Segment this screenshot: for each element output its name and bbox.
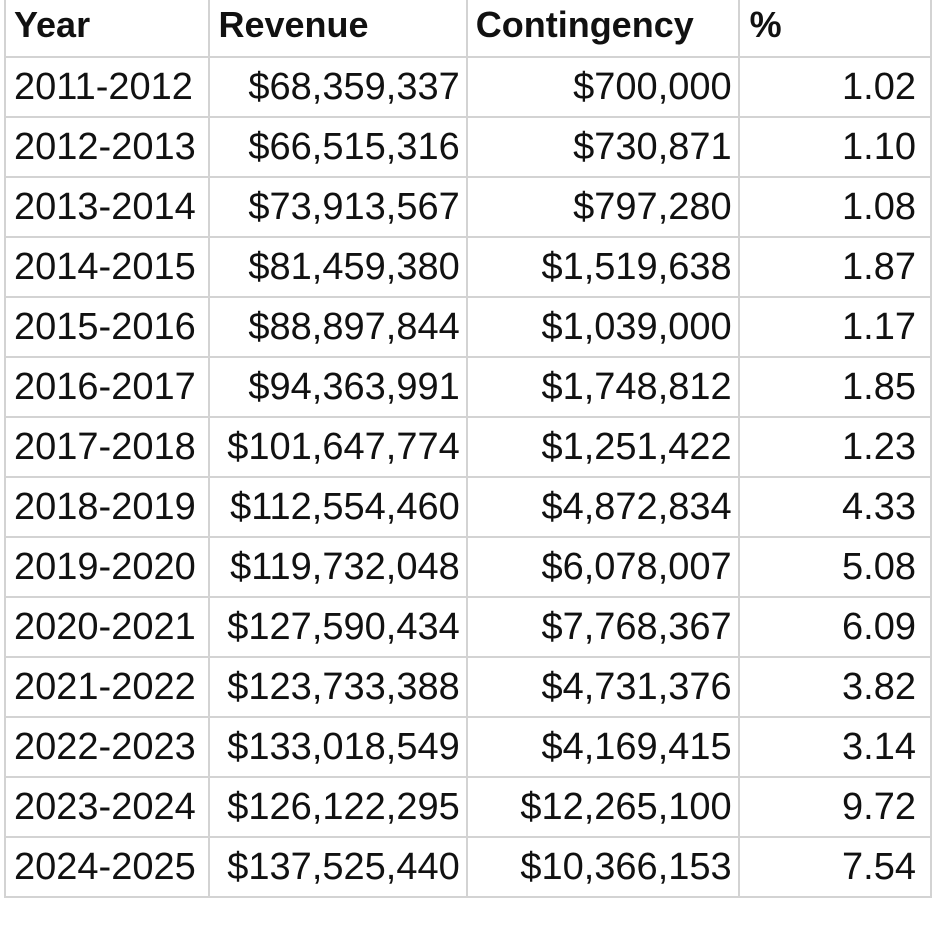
revenue-contingency-table: Year Revenue Contingency % 2011-2012 $68,… <box>3 0 932 898</box>
cell-year[interactable]: 2023-2024 <box>3 776 211 838</box>
table-row: 2024-2025 $137,525,440 $10,366,153 7.54 <box>3 836 932 898</box>
table-row: 2011-2012 $68,359,337 $700,000 1.02 <box>3 56 932 118</box>
header-contingency[interactable]: Contingency <box>465 0 740 58</box>
cell-contingency[interactable]: $1,039,000 <box>465 296 740 358</box>
cell-contingency[interactable]: $4,169,415 <box>465 716 740 778</box>
cell-contingency[interactable]: $4,731,376 <box>465 656 740 718</box>
cell-revenue[interactable]: $137,525,440 <box>208 836 468 898</box>
header-year[interactable]: Year <box>3 0 211 58</box>
table-row: 2013-2014 $73,913,567 $797,280 1.08 <box>3 176 932 238</box>
cell-percent[interactable]: 3.82 <box>737 656 932 718</box>
table-row: 2018-2019 $112,554,460 $4,872,834 4.33 <box>3 476 932 538</box>
cell-year[interactable]: 2015-2016 <box>3 296 211 358</box>
cell-percent[interactable]: 1.23 <box>737 416 932 478</box>
cell-year[interactable]: 2011-2012 <box>3 56 211 118</box>
cell-percent[interactable]: 1.02 <box>737 56 932 118</box>
cell-percent[interactable]: 1.17 <box>737 296 932 358</box>
cell-contingency[interactable]: $4,872,834 <box>465 476 740 538</box>
cell-revenue[interactable]: $66,515,316 <box>208 116 468 178</box>
cell-revenue[interactable]: $73,913,567 <box>208 176 468 238</box>
header-revenue[interactable]: Revenue <box>208 0 468 58</box>
table-row: 2022-2023 $133,018,549 $4,169,415 3.14 <box>3 716 932 778</box>
cell-percent[interactable]: 5.08 <box>737 536 932 598</box>
cell-year[interactable]: 2019-2020 <box>3 536 211 598</box>
cell-revenue[interactable]: $127,590,434 <box>208 596 468 658</box>
table-row: 2012-2013 $66,515,316 $730,871 1.10 <box>3 116 932 178</box>
cell-revenue[interactable]: $101,647,774 <box>208 416 468 478</box>
cell-year[interactable]: 2018-2019 <box>3 476 211 538</box>
cell-year[interactable]: 2012-2013 <box>3 116 211 178</box>
cell-revenue[interactable]: $88,897,844 <box>208 296 468 358</box>
cell-year[interactable]: 2017-2018 <box>3 416 211 478</box>
table-row: 2019-2020 $119,732,048 $6,078,007 5.08 <box>3 536 932 598</box>
cell-percent[interactable]: 9.72 <box>737 776 932 838</box>
cell-contingency[interactable]: $10,366,153 <box>465 836 740 898</box>
cell-revenue[interactable]: $119,732,048 <box>208 536 468 598</box>
cell-percent[interactable]: 6.09 <box>737 596 932 658</box>
cell-contingency[interactable]: $1,519,638 <box>465 236 740 298</box>
cell-contingency[interactable]: $6,078,007 <box>465 536 740 598</box>
header-row: Year Revenue Contingency % <box>3 0 932 58</box>
cell-contingency[interactable]: $700,000 <box>465 56 740 118</box>
table-row: 2014-2015 $81,459,380 $1,519,638 1.87 <box>3 236 932 298</box>
cell-contingency[interactable]: $7,768,367 <box>465 596 740 658</box>
cell-percent[interactable]: 4.33 <box>737 476 932 538</box>
table-row: 2017-2018 $101,647,774 $1,251,422 1.23 <box>3 416 932 478</box>
cell-percent[interactable]: 3.14 <box>737 716 932 778</box>
cell-year[interactable]: 2020-2021 <box>3 596 211 658</box>
cell-revenue[interactable]: $94,363,991 <box>208 356 468 418</box>
table-row: 2016-2017 $94,363,991 $1,748,812 1.85 <box>3 356 932 418</box>
table-row: 2015-2016 $88,897,844 $1,039,000 1.17 <box>3 296 932 358</box>
cell-year[interactable]: 2022-2023 <box>3 716 211 778</box>
header-percent[interactable]: % <box>737 0 932 58</box>
cell-percent[interactable]: 1.87 <box>737 236 932 298</box>
cell-year[interactable]: 2014-2015 <box>3 236 211 298</box>
cell-revenue[interactable]: $126,122,295 <box>208 776 468 838</box>
cell-percent[interactable]: 1.10 <box>737 116 932 178</box>
cell-percent[interactable]: 1.08 <box>737 176 932 238</box>
cell-percent[interactable]: 1.85 <box>737 356 932 418</box>
cell-percent[interactable]: 7.54 <box>737 836 932 898</box>
cell-revenue[interactable]: $112,554,460 <box>208 476 468 538</box>
cell-year[interactable]: 2013-2014 <box>3 176 211 238</box>
cell-contingency[interactable]: $730,871 <box>465 116 740 178</box>
cell-contingency[interactable]: $1,251,422 <box>465 416 740 478</box>
table-row: 2021-2022 $123,733,388 $4,731,376 3.82 <box>3 656 932 718</box>
cell-revenue[interactable]: $68,359,337 <box>208 56 468 118</box>
cell-year[interactable]: 2021-2022 <box>3 656 211 718</box>
cell-contingency[interactable]: $12,265,100 <box>465 776 740 838</box>
table-row: 2020-2021 $127,590,434 $7,768,367 6.09 <box>3 596 932 658</box>
table-row: 2023-2024 $126,122,295 $12,265,100 9.72 <box>3 776 932 838</box>
cell-contingency[interactable]: $797,280 <box>465 176 740 238</box>
cell-revenue[interactable]: $133,018,549 <box>208 716 468 778</box>
table-body: 2011-2012 $68,359,337 $700,000 1.02 2012-201… <box>3 56 932 898</box>
cell-year[interactable]: 2024-2025 <box>3 836 211 898</box>
cell-revenue[interactable]: $81,459,380 <box>208 236 468 298</box>
cell-contingency[interactable]: $1,748,812 <box>465 356 740 418</box>
cell-revenue[interactable]: $123,733,388 <box>208 656 468 718</box>
cell-year[interactable]: 2016-2017 <box>3 356 211 418</box>
